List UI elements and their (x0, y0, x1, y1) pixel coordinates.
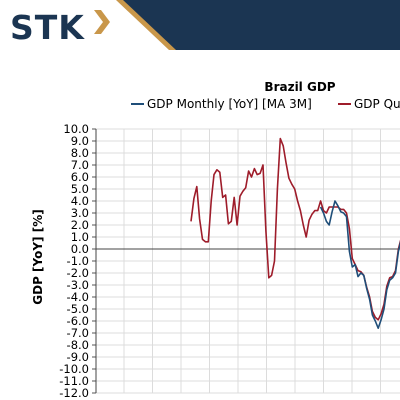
header-navy-band (120, 0, 400, 50)
header-gold-stripe (116, 0, 176, 50)
chart-title: Brazil GDP (264, 80, 336, 94)
y-tick-label: -1.0 (67, 254, 89, 268)
y-tick-label: -2.0 (67, 266, 89, 280)
y-tick-label: 0.0 (71, 242, 89, 256)
series-line-gdp-monthly (319, 200, 400, 330)
y-tick-label: -12.0 (59, 386, 89, 400)
y-tick-label: -9.0 (67, 350, 89, 364)
y-tick-label: -10.0 (59, 362, 89, 376)
y-tick-label: -5.0 (67, 302, 89, 316)
logo-text: STK (10, 8, 85, 47)
logo-chevron-icon (94, 10, 110, 34)
y-tick-label: -6.0 (67, 314, 89, 328)
y-tick-label: 6.0 (71, 170, 89, 184)
y-tick-label: 3.0 (71, 206, 89, 220)
y-tick-label: 7.0 (71, 158, 89, 172)
y-tick-label: 9.0 (71, 134, 89, 148)
y-tick-label: 1.0 (71, 230, 89, 244)
y-tick-label: -3.0 (67, 278, 89, 292)
y-axis-label: GDP [YoY] [%] (31, 209, 45, 305)
y-tick-label: -4.0 (67, 290, 89, 304)
legend-label: GDP Quarterly [YoY] (354, 97, 400, 111)
y-tick-label: -11.0 (59, 374, 89, 388)
page-header: STK (0, 0, 400, 50)
y-tick-label: 8.0 (71, 146, 89, 160)
y-tick-label: 5.0 (71, 182, 89, 196)
y-tick-label: -8.0 (67, 338, 89, 352)
y-tick-label: 2.0 (71, 218, 89, 232)
y-tick-label: 10.0 (63, 122, 89, 136)
y-tick-label: 4.0 (71, 194, 89, 208)
header-banner (94, 0, 400, 50)
legend-label: GDP Monthly [YoY] [MA 3M] (147, 97, 312, 111)
y-tick-label: -7.0 (67, 326, 89, 340)
